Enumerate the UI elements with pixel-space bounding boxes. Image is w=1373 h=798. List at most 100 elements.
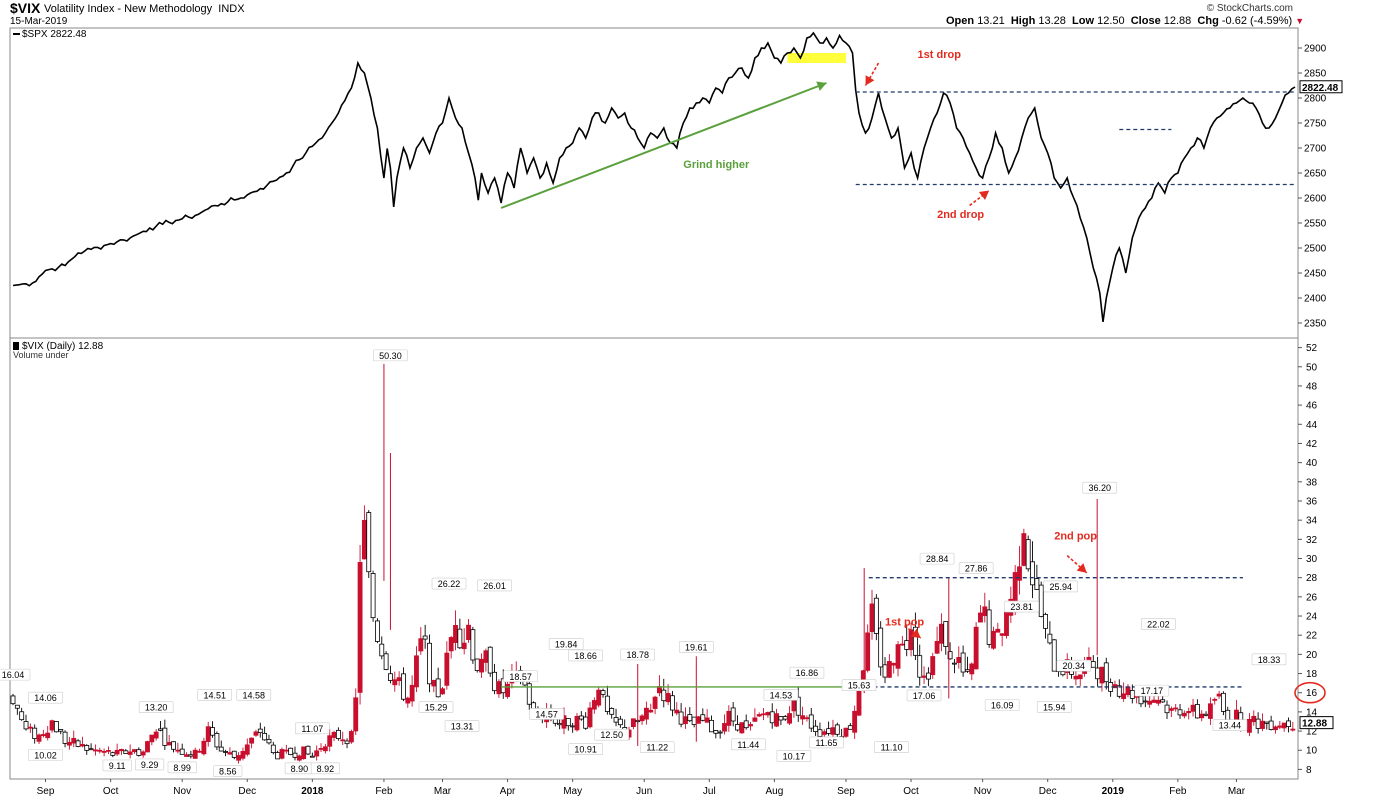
x-tick-label: Nov	[173, 786, 191, 797]
spx-y-tick-label: 2900	[1304, 44, 1327, 55]
vix-price-label-box	[1082, 481, 1118, 494]
vix-price-label-box	[197, 688, 233, 701]
vix-candle-body	[492, 671, 497, 692]
vix-candle-body	[36, 734, 42, 742]
vix-candle-body	[1220, 692, 1226, 712]
vix-candle-body	[696, 716, 701, 724]
vix-candle-body	[166, 742, 172, 746]
vix-candle-body	[88, 748, 94, 751]
vix-candle-body	[422, 635, 428, 640]
x-tick-label: Nov	[974, 786, 992, 797]
vix-candle-body	[75, 740, 81, 747]
vix-candle-body	[361, 519, 367, 560]
vix-candle-body	[774, 713, 779, 727]
vix-candle-body	[1004, 611, 1009, 636]
vix-candle-body	[301, 746, 307, 760]
vix-candle-body	[127, 751, 133, 755]
vix-candle-body	[1290, 728, 1296, 731]
vix-candle-body	[908, 629, 914, 651]
vix-y-tick-label: 14	[1306, 707, 1318, 718]
vix-candle-body	[717, 731, 723, 734]
vix-candle-body	[613, 717, 619, 723]
vix-price-label: 15.94	[1043, 702, 1066, 712]
vix-candle-body	[808, 714, 814, 729]
vix-candle-body	[735, 724, 740, 731]
vix-arrow-head	[910, 628, 921, 639]
vix-price-label: 16.04	[2, 670, 25, 680]
vix-y-tick-label: 44	[1306, 420, 1318, 431]
vix-candle-body	[752, 717, 758, 722]
vix-candle-body	[1030, 561, 1035, 586]
vix-candle-body	[348, 731, 354, 743]
vix-candle-body	[374, 620, 380, 642]
vix-price-label-box	[548, 638, 584, 650]
vix-candle-body	[45, 732, 51, 739]
vix-candle-body	[457, 628, 463, 649]
vix-candle-body	[782, 716, 788, 720]
vix-candle-body	[1025, 539, 1031, 570]
vix-candle-body	[834, 724, 840, 735]
vix-candle-body	[609, 708, 615, 715]
vix-candle-body	[466, 624, 471, 641]
vix-price-label: 14.58	[243, 690, 266, 700]
vix-price-label-box	[639, 741, 675, 753]
vix-candle-body	[483, 650, 489, 663]
vix-candle-body	[283, 749, 289, 752]
vix-price-label-box	[236, 688, 272, 701]
vix-candle-body	[201, 740, 207, 755]
vix-price-label-box	[295, 722, 330, 735]
down-triangle-icon: ▼	[1295, 16, 1305, 26]
vix-candle-body	[691, 716, 697, 725]
vix-y-tick-label: 8	[1306, 765, 1312, 776]
vix-candle-body	[1160, 699, 1166, 703]
vix-price-label-box	[444, 720, 480, 732]
vix-candle-body	[149, 734, 155, 743]
vix-candle-body	[53, 721, 59, 733]
vix-candle-body	[435, 678, 441, 698]
vix-candle-body	[292, 752, 298, 758]
vix-price-label: 17.17	[1141, 686, 1164, 696]
vix-candle-body	[1264, 721, 1270, 724]
vix-candle-body	[1116, 685, 1122, 697]
vix-last-value: 12.88	[1302, 719, 1327, 730]
x-tick-label: Oct	[903, 786, 919, 797]
vix-price-label-box	[776, 750, 812, 762]
vix-price-label: 8.90	[291, 764, 309, 774]
vix-candle-body	[14, 704, 20, 709]
vix-candle-body	[1194, 704, 1200, 719]
vix-candle-body	[1216, 693, 1222, 697]
vix-candle-body	[49, 720, 55, 731]
vix-candle-body	[1129, 690, 1135, 699]
vix-candle-body	[1043, 614, 1048, 629]
vix-price-label: 50.30	[379, 351, 402, 361]
vix-candle-body	[947, 651, 953, 660]
vix-candle-body	[604, 695, 610, 712]
vix-price-label-box	[167, 761, 197, 774]
vix-last-value-box	[1299, 716, 1334, 730]
vix-candle-body	[244, 744, 250, 755]
vix-y-tick-label: 38	[1306, 477, 1318, 488]
vix-candle-body	[223, 751, 229, 753]
vix-price-label-box	[594, 728, 630, 741]
vix-candle-body	[1286, 720, 1291, 727]
vix-candle-body	[674, 709, 680, 714]
vix-y-tick-label: 26	[1306, 592, 1318, 603]
x-tick-label: Mar	[1228, 786, 1246, 797]
vix-candle-body	[1186, 710, 1192, 714]
vix-y-tick-label: 32	[1306, 535, 1318, 546]
vix-candle-body	[470, 629, 476, 661]
vix-candle-body	[10, 695, 16, 705]
vix-candle-body	[461, 642, 467, 650]
vix-candle-body	[704, 717, 710, 723]
vix-price-label-box	[1043, 580, 1079, 593]
vix-candle-body	[904, 640, 910, 650]
vix-candle-body	[1255, 718, 1261, 729]
vix-candle-body	[882, 664, 888, 678]
vix-candle-body	[66, 741, 72, 746]
vix-candle-body	[171, 741, 176, 750]
vix-candle-body	[257, 728, 263, 734]
vix-candle-body	[1021, 533, 1027, 566]
vix-candle-body	[353, 697, 359, 732]
vix-candle-body	[683, 716, 688, 725]
spx-highlight-band	[787, 53, 846, 63]
